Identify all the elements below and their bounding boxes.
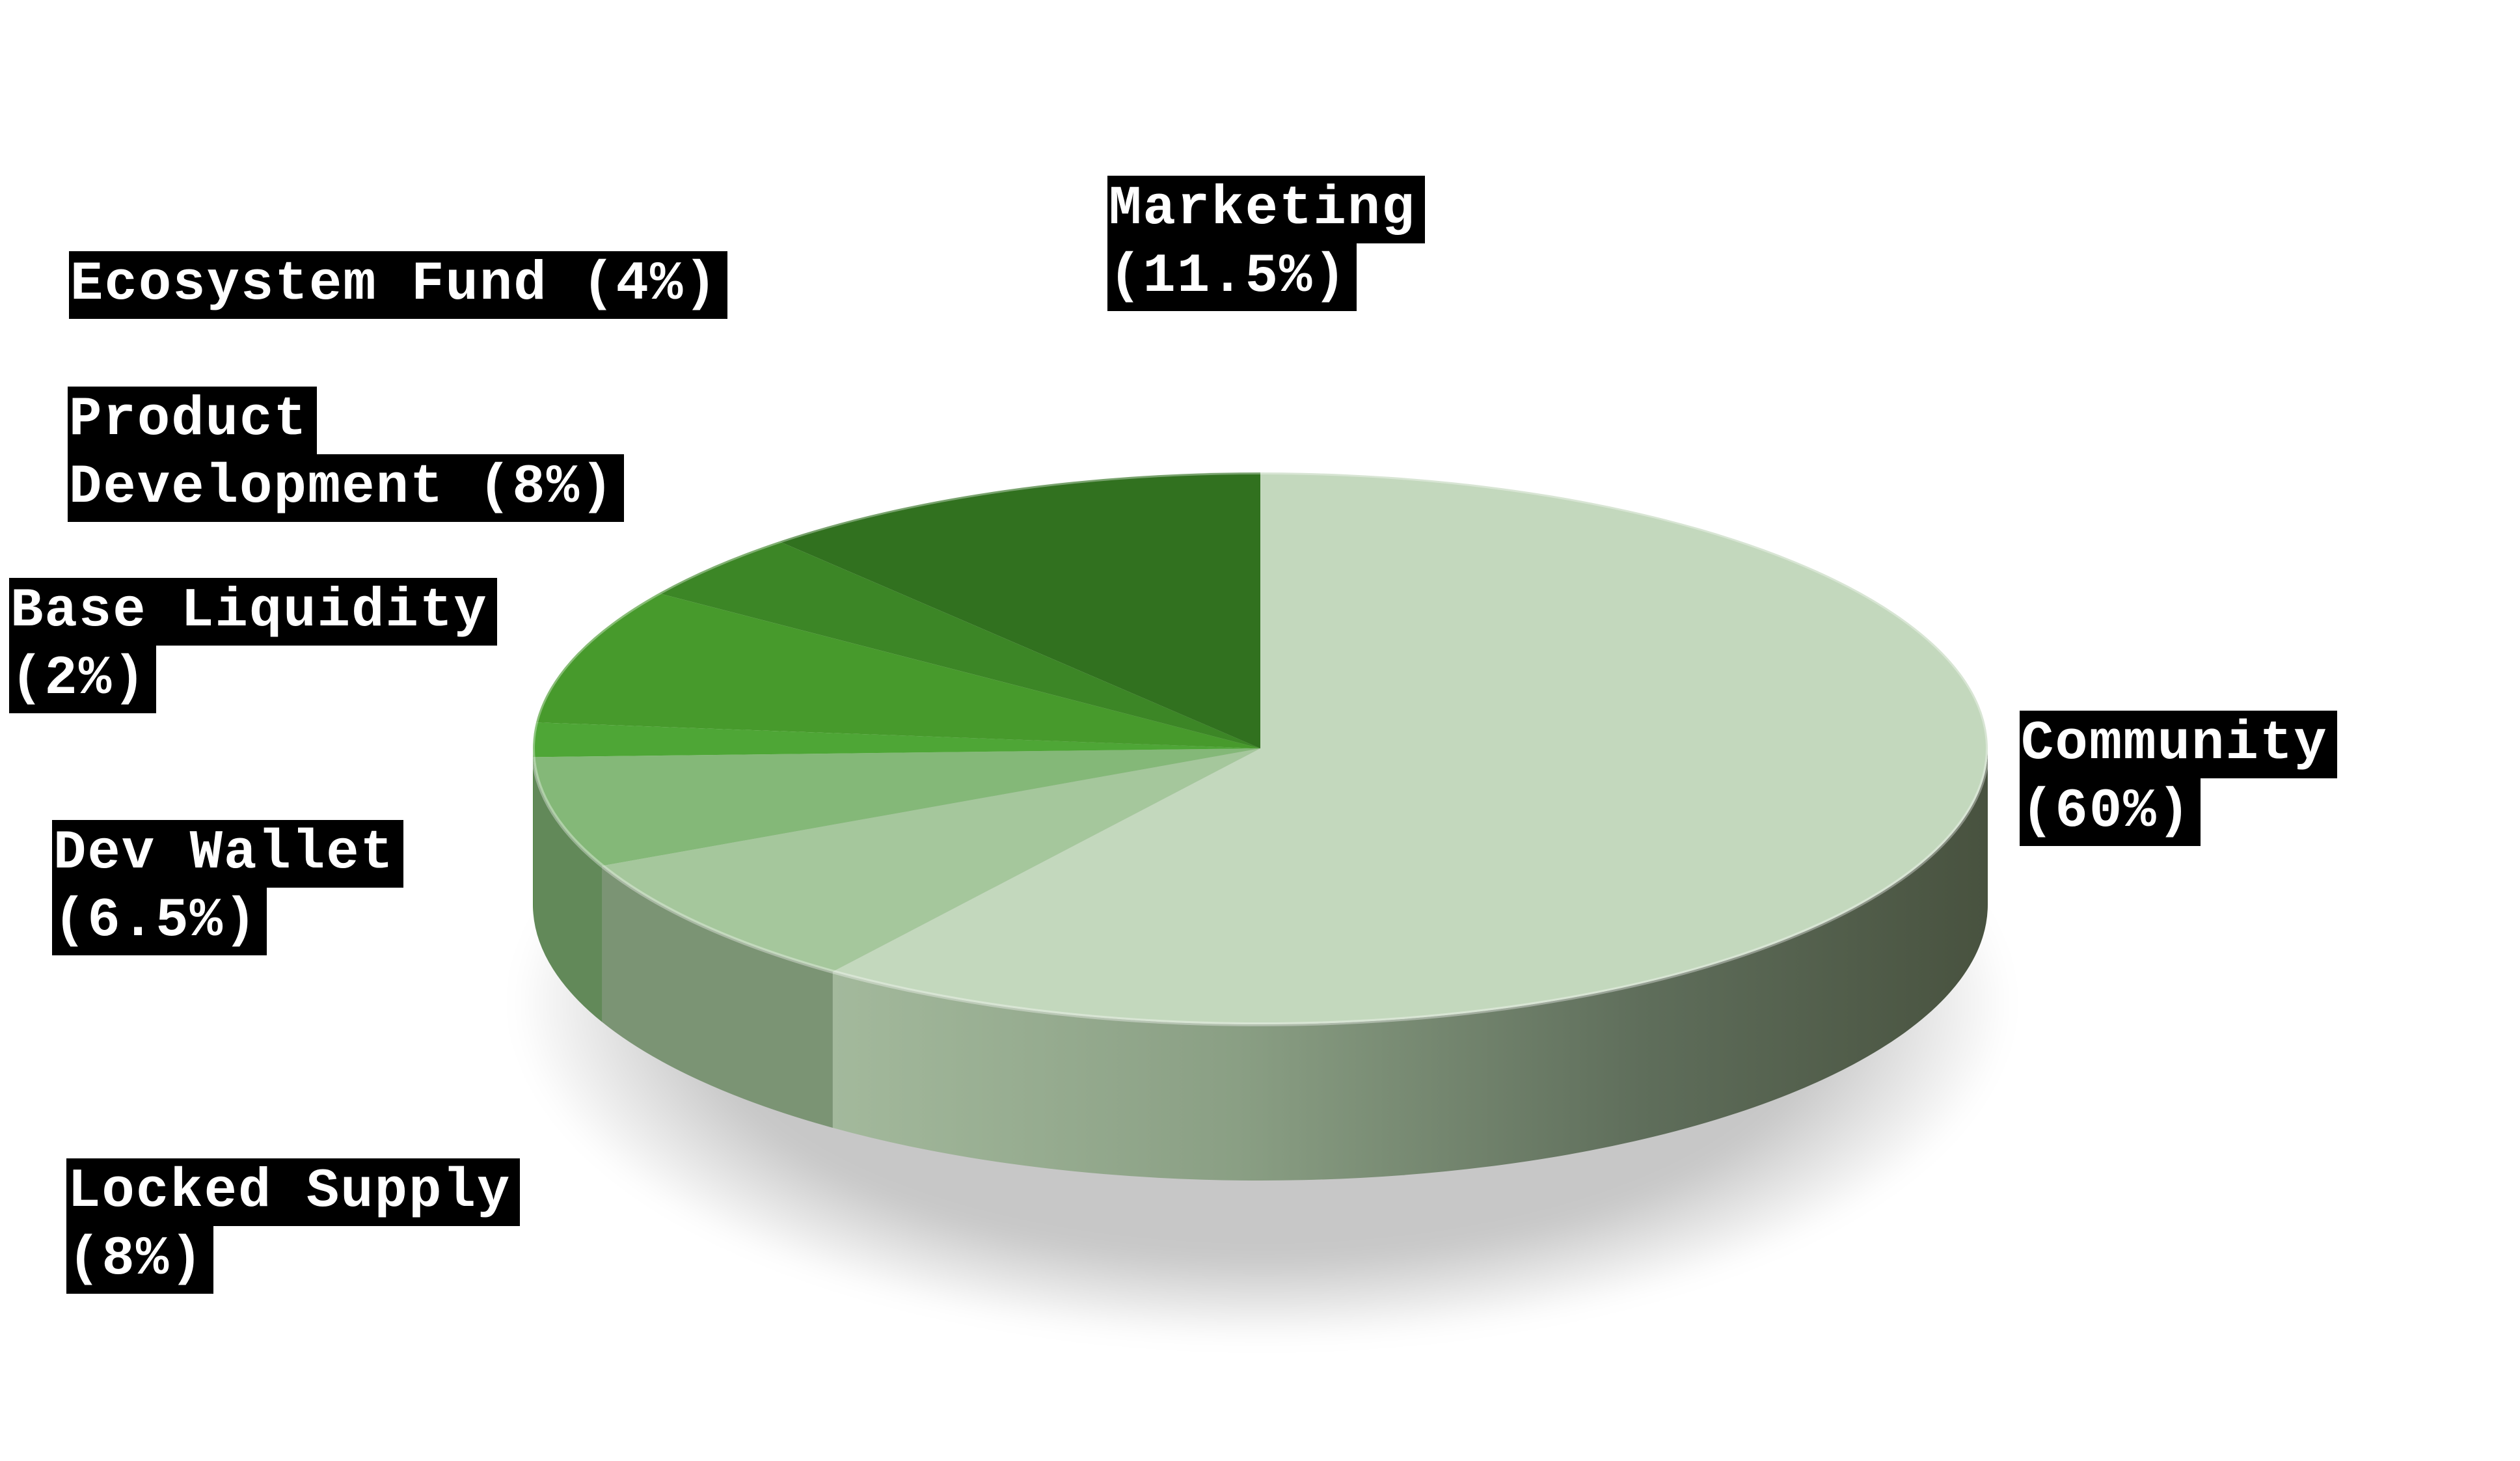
side-shade-base-liquidity bbox=[533, 748, 534, 914]
label-product-development-line-2: Development (8%) bbox=[68, 454, 624, 522]
slice-community bbox=[832, 472, 1988, 1024]
label-locked-supply-line-1: Locked Supply bbox=[66, 1158, 521, 1226]
pie-side-group bbox=[533, 748, 1988, 1181]
side-shade-locked-supply bbox=[602, 866, 833, 1128]
label-community-line-2: (60%) bbox=[2020, 778, 2201, 846]
label-ecosystem-fund-line-1: Ecosystem Fund (4%) bbox=[69, 251, 727, 319]
label-product-development-line-1: Product bbox=[68, 387, 317, 454]
slice-marketing bbox=[779, 472, 1260, 748]
label-product-development: Product Development (8%) bbox=[68, 387, 624, 522]
side-base-liquidity bbox=[533, 748, 534, 914]
label-locked-supply: Locked Supply (8%) bbox=[66, 1158, 521, 1294]
slice-dev-wallet bbox=[533, 748, 1260, 866]
label-ecosystem-fund: Ecosystem Fund (4%) bbox=[69, 251, 727, 319]
label-base-liquidity-line-1: Base Liquidity bbox=[9, 578, 497, 646]
label-base-liquidity: Base Liquidity (2%) bbox=[9, 578, 497, 713]
label-dev-wallet-line-2: (6.5%) bbox=[52, 888, 267, 955]
label-community-line-1: Community bbox=[2020, 711, 2337, 778]
label-marketing-line-2: (11.5%) bbox=[1107, 243, 1357, 311]
side-community bbox=[832, 748, 1988, 1181]
slice-locked-supply bbox=[602, 748, 1260, 972]
side-dev-wallet bbox=[533, 757, 603, 1022]
slice-ecosystem-fund bbox=[658, 541, 1260, 748]
label-dev-wallet-line-1: Dev Wallet bbox=[52, 820, 404, 888]
pie-top-group bbox=[532, 472, 1988, 1024]
side-shade-dev-wallet bbox=[533, 757, 603, 1022]
label-dev-wallet: Dev Wallet (6.5%) bbox=[52, 820, 404, 955]
slice-product-development bbox=[535, 593, 1261, 748]
label-marketing: Marketing (11.5%) bbox=[1107, 176, 1425, 311]
label-community: Community (60%) bbox=[2020, 711, 2337, 846]
label-base-liquidity-line-2: (2%) bbox=[9, 646, 156, 713]
side-locked-supply bbox=[602, 866, 833, 1128]
label-locked-supply-line-2: (8%) bbox=[66, 1226, 213, 1294]
pie-rim-highlight bbox=[531, 471, 1990, 1026]
slice-base-liquidity bbox=[532, 722, 1260, 758]
label-marketing-line-1: Marketing bbox=[1107, 176, 1425, 243]
